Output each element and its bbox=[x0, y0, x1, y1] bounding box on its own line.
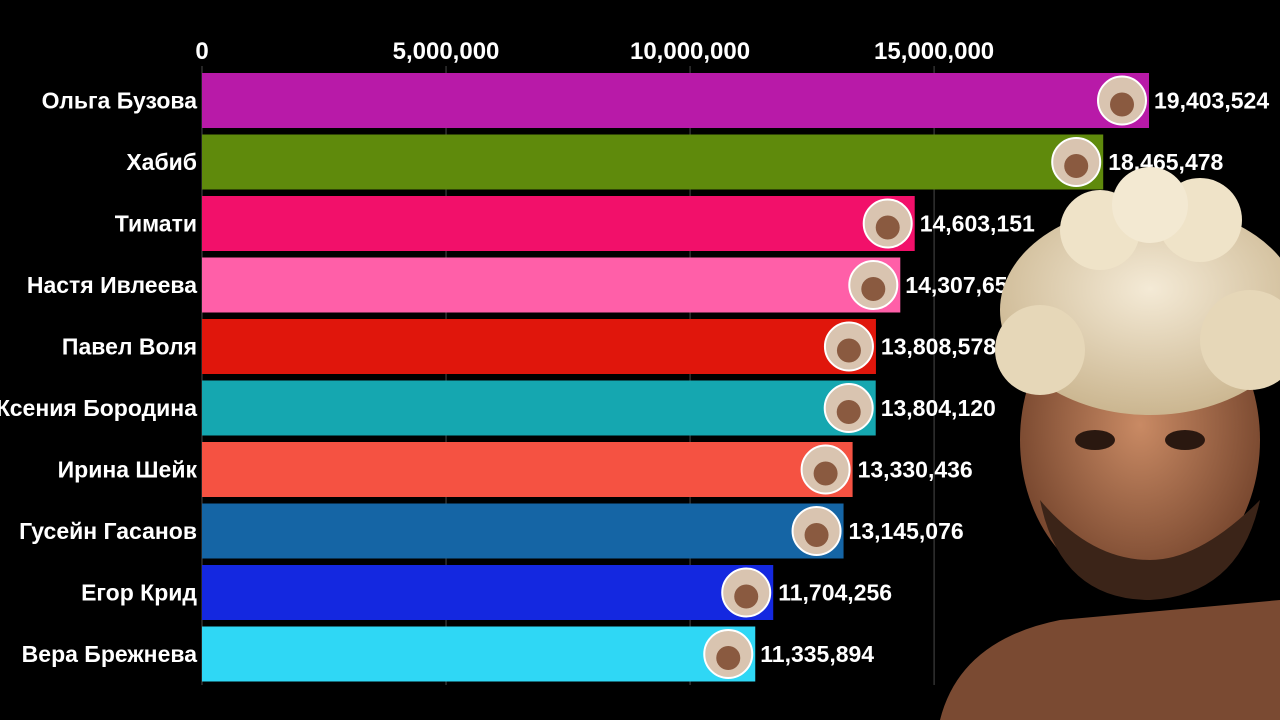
category-label: Егор Крид bbox=[81, 580, 197, 606]
avatar-face bbox=[1110, 92, 1134, 117]
category-label: Хабиб bbox=[126, 149, 197, 175]
avatar-face bbox=[836, 400, 861, 424]
category-labels: Ольга Бузова Хабиб Тимати Настя Ивлеева Паве… bbox=[0, 88, 197, 668]
bar bbox=[202, 73, 1149, 128]
x-tick-label: 5,000,000 bbox=[393, 38, 500, 65]
category-label: Тимати bbox=[115, 211, 197, 237]
x-tick-label: 0 bbox=[195, 38, 208, 65]
bar bbox=[202, 442, 853, 497]
value-label: 13,330,436 bbox=[858, 457, 973, 483]
value-label: 14,603,151 bbox=[920, 211, 1035, 237]
avatar-face bbox=[861, 277, 886, 301]
value-label: 13,808,578 bbox=[881, 334, 996, 360]
bar bbox=[202, 565, 774, 620]
value-label: 13,145,076 bbox=[849, 518, 964, 544]
category-label: Настя Ивлеева bbox=[27, 272, 197, 298]
value-label: 11,704,256 bbox=[778, 580, 892, 606]
bar bbox=[202, 257, 901, 313]
avatar-face bbox=[804, 523, 829, 547]
bar bbox=[202, 503, 844, 559]
category-label: Павел Воля bbox=[62, 334, 197, 360]
avatar-face bbox=[1064, 154, 1089, 178]
portrait-photo bbox=[940, 167, 1280, 720]
x-axis: 0 5,000,000 10,000,000 15,000,000 bbox=[195, 38, 994, 65]
x-tick-label: 15,000,000 bbox=[874, 38, 994, 65]
avatar-face bbox=[813, 461, 838, 486]
category-label: Ольга Бузова bbox=[42, 88, 198, 114]
bars: 19,403,52418,465,47814,603,15114,307,650… bbox=[202, 73, 1269, 682]
avatar-face bbox=[836, 338, 861, 363]
bar bbox=[202, 626, 756, 682]
bar bbox=[202, 196, 915, 251]
avatar-face bbox=[734, 584, 759, 609]
x-tick-label: 10,000,000 bbox=[630, 38, 750, 65]
avatar-face bbox=[716, 646, 741, 670]
value-label: 14,307,650 bbox=[905, 272, 1020, 298]
avatar-face bbox=[875, 215, 900, 240]
value-label: 13,804,120 bbox=[881, 395, 996, 421]
category-label: Вера Брежнева bbox=[22, 641, 198, 667]
bar bbox=[202, 134, 1104, 190]
value-label: 11,335,894 bbox=[760, 641, 874, 667]
category-label: Ирина Шейк bbox=[58, 457, 198, 483]
bar bbox=[202, 319, 876, 374]
category-label: Ксения Бородина bbox=[0, 395, 197, 421]
value-label: 19,403,524 bbox=[1154, 88, 1269, 114]
bar bbox=[202, 380, 876, 436]
category-label: Гусейн Гасанов bbox=[19, 518, 197, 544]
